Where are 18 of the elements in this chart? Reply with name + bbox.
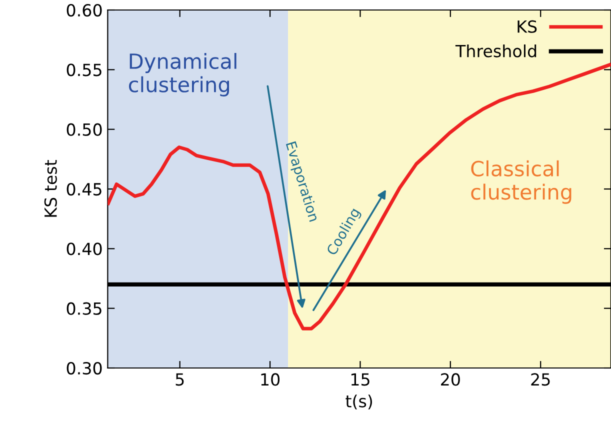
x-tick-label: 15 — [351, 373, 370, 386]
y-tick-label: 0.40 — [66, 242, 102, 256]
y-axis-title: KS test — [44, 160, 57, 217]
x-tick-label: 20 — [441, 373, 460, 386]
y-tick-label: 0.55 — [66, 64, 102, 76]
y-tick-label: 0.30 — [66, 362, 102, 375]
legend-label: Threshold — [455, 44, 536, 58]
x-tick-label: 5 — [176, 373, 184, 386]
x-axis-title: t(s) — [346, 394, 372, 410]
x-tick-label: 10 — [261, 373, 280, 386]
y-tick-label: 0.45 — [66, 182, 102, 196]
y-tick-label: 0.50 — [66, 123, 102, 136]
band-label: Dynamical clustering — [128, 52, 236, 96]
legend-label: KS — [518, 20, 537, 33]
x-tick-label: 25 — [531, 373, 550, 386]
y-tick-label: 0.35 — [66, 302, 102, 315]
band-label: Classical clustering — [471, 160, 572, 204]
y-tick-label: 0.60 — [66, 4, 102, 17]
